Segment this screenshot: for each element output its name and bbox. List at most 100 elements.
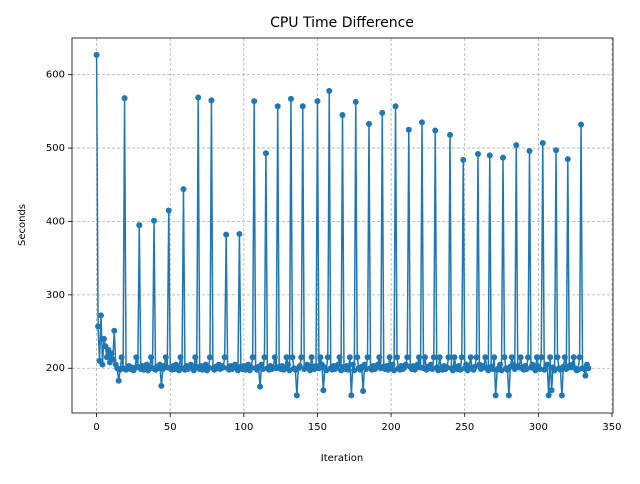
x-tick-label: 150 bbox=[308, 422, 327, 433]
data-point bbox=[486, 152, 493, 159]
data-point bbox=[248, 364, 255, 371]
data-point bbox=[298, 354, 305, 361]
data-point bbox=[508, 354, 515, 361]
data-point bbox=[444, 364, 451, 371]
data-point bbox=[100, 335, 107, 342]
data-point bbox=[467, 354, 474, 361]
data-point bbox=[192, 354, 199, 361]
data-point bbox=[293, 392, 300, 399]
data-point bbox=[111, 327, 118, 334]
data-point bbox=[491, 354, 498, 361]
data-point bbox=[430, 354, 437, 361]
data-point bbox=[379, 109, 386, 116]
data-point bbox=[95, 323, 102, 330]
data-point bbox=[285, 361, 292, 368]
data-point bbox=[354, 354, 361, 361]
data-point bbox=[296, 363, 303, 370]
data-point bbox=[93, 51, 100, 58]
data-point bbox=[582, 372, 589, 379]
data-point bbox=[257, 383, 264, 390]
data-point bbox=[405, 126, 412, 133]
data-point bbox=[205, 364, 212, 371]
data-point bbox=[458, 354, 465, 361]
data-point bbox=[109, 356, 116, 363]
data-point bbox=[326, 87, 333, 94]
data-point bbox=[151, 217, 158, 224]
data-point bbox=[118, 354, 125, 361]
data-point bbox=[564, 156, 571, 163]
data-point bbox=[376, 354, 383, 361]
data-point bbox=[336, 354, 343, 361]
data-point bbox=[393, 354, 400, 361]
data-point bbox=[545, 392, 552, 399]
data-point bbox=[99, 361, 106, 368]
y-tick-label: 600 bbox=[46, 70, 65, 81]
data-point bbox=[553, 147, 560, 154]
x-tick-label: 100 bbox=[234, 422, 253, 433]
data-point bbox=[585, 365, 592, 372]
data-point bbox=[339, 112, 346, 119]
data-point bbox=[451, 354, 458, 361]
data-point bbox=[352, 98, 359, 105]
data-point bbox=[98, 312, 105, 319]
data-point bbox=[446, 131, 453, 138]
data-point bbox=[346, 354, 353, 361]
data-point bbox=[158, 382, 165, 389]
data-point bbox=[363, 365, 370, 372]
data-point bbox=[436, 354, 443, 361]
x-tick-label: 350 bbox=[602, 422, 621, 433]
data-point bbox=[421, 354, 428, 361]
data-point bbox=[251, 98, 258, 105]
data-point bbox=[505, 392, 512, 399]
y-tick-label: 200 bbox=[46, 363, 65, 374]
data-point bbox=[314, 98, 321, 105]
chart-title: CPU Time Difference bbox=[270, 15, 414, 31]
data-point bbox=[526, 148, 533, 155]
data-point bbox=[180, 186, 187, 193]
data-point bbox=[489, 365, 496, 372]
data-point bbox=[402, 361, 409, 368]
data-point bbox=[492, 392, 499, 399]
data-point bbox=[162, 354, 169, 361]
data-point bbox=[497, 361, 504, 368]
data-point bbox=[206, 354, 213, 361]
data-point bbox=[366, 120, 373, 127]
data-point bbox=[517, 354, 524, 361]
data-point bbox=[578, 121, 585, 128]
data-point bbox=[386, 354, 393, 361]
data-point bbox=[445, 354, 452, 361]
x-tick-label: 50 bbox=[164, 422, 177, 433]
data-point bbox=[283, 354, 290, 361]
data-point bbox=[513, 142, 520, 149]
data-point bbox=[460, 156, 467, 163]
data-point bbox=[320, 387, 327, 394]
data-point bbox=[136, 222, 143, 229]
data-point bbox=[208, 97, 215, 104]
data-point bbox=[533, 354, 540, 361]
plot-frame bbox=[71, 37, 614, 414]
data-point bbox=[223, 231, 230, 238]
data-point bbox=[561, 354, 568, 361]
data-point bbox=[259, 365, 266, 372]
data-point bbox=[551, 367, 558, 374]
data-point bbox=[392, 103, 399, 110]
data-point bbox=[133, 354, 140, 361]
data-point bbox=[289, 354, 296, 361]
data-point bbox=[220, 364, 227, 371]
data-point bbox=[121, 95, 128, 102]
data-point bbox=[558, 392, 565, 399]
data-point bbox=[351, 367, 358, 374]
y-tick-label: 400 bbox=[46, 216, 65, 227]
data-point bbox=[472, 363, 479, 370]
data-point bbox=[498, 367, 505, 374]
data-point bbox=[576, 354, 583, 361]
data-point bbox=[261, 354, 268, 361]
y-tick-label: 500 bbox=[46, 143, 65, 154]
data-point bbox=[262, 150, 269, 157]
data-point bbox=[317, 354, 324, 361]
data-point bbox=[419, 119, 426, 126]
data-point bbox=[103, 354, 110, 361]
data-point bbox=[360, 387, 367, 394]
data-point bbox=[525, 354, 532, 361]
